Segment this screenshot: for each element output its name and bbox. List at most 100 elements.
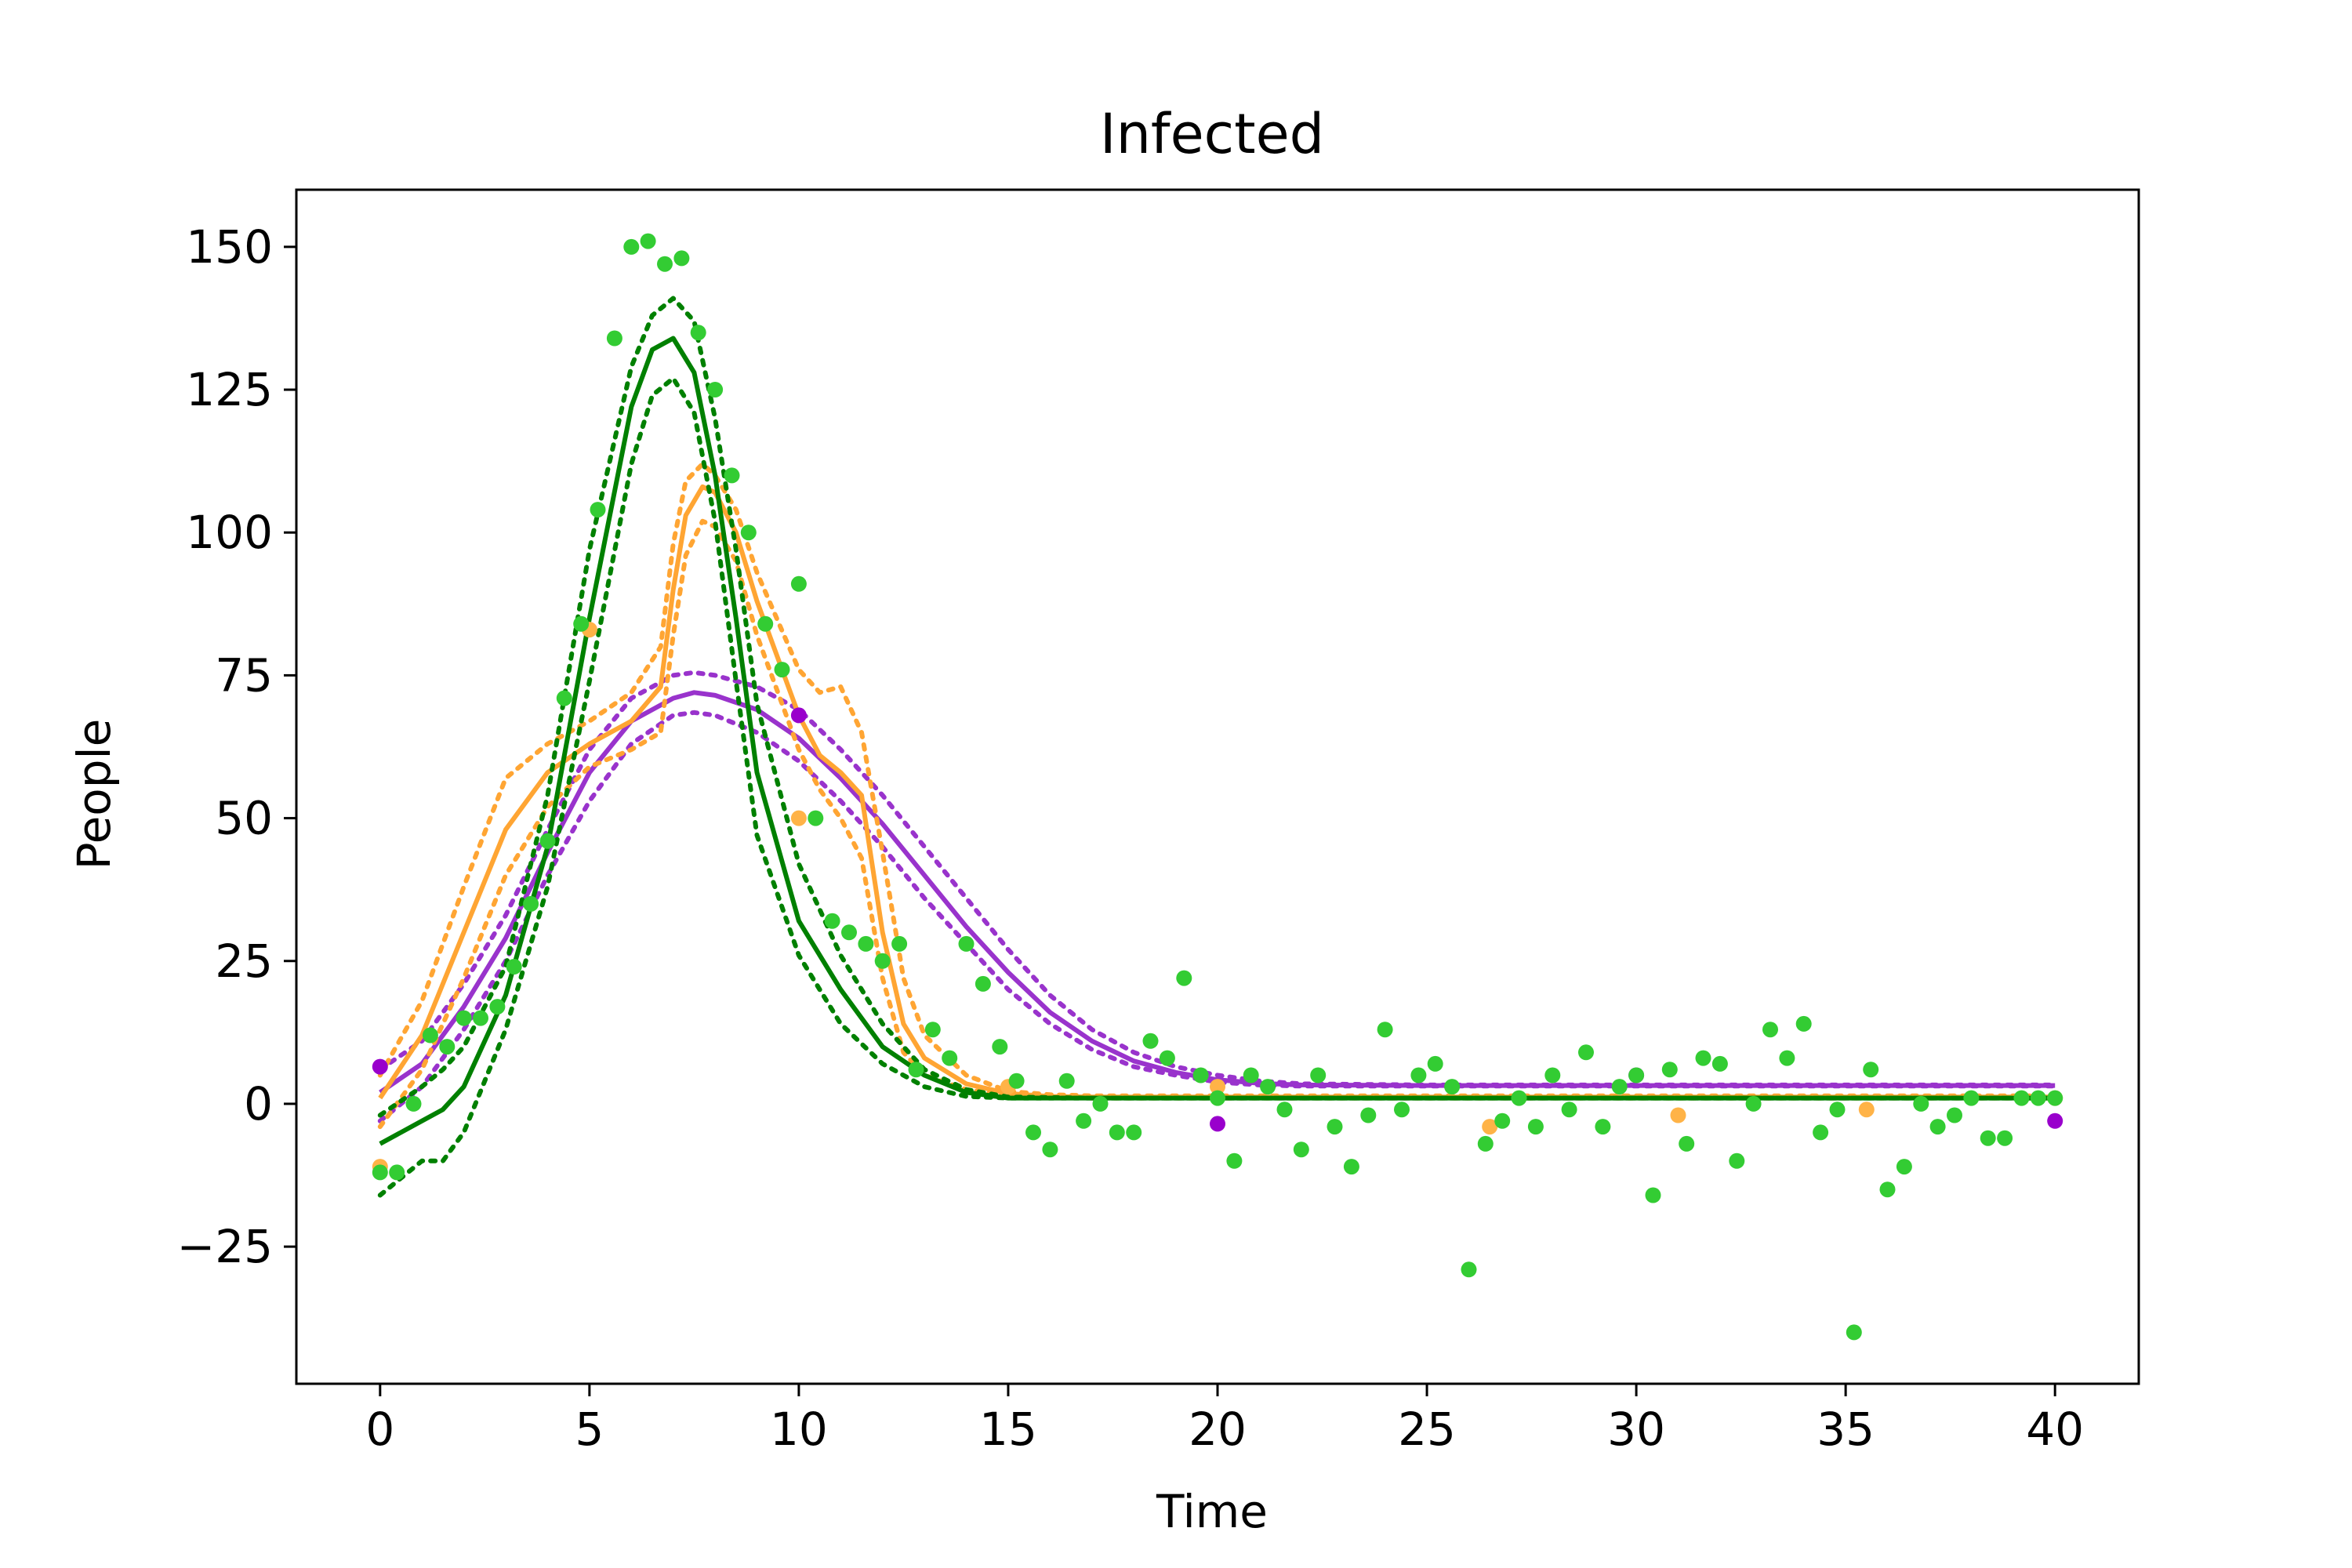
series-line-6 [377, 518, 2058, 1130]
series-line-5 [377, 461, 2058, 1098]
scatter-point-3-57 [1310, 1067, 1327, 1083]
scatter-point-3-98 [1997, 1130, 2013, 1146]
scatter-point-3-75 [1611, 1079, 1628, 1095]
scatter-point-3-37 [975, 975, 991, 992]
scatter-point-3-21 [707, 382, 724, 397]
scatter-point-3-34 [924, 1022, 941, 1038]
scatter-point-3-100 [2030, 1090, 2046, 1106]
scatter-point-3-49 [1176, 970, 1192, 986]
scatter-point-3-41 [1042, 1142, 1058, 1158]
y-tick-label: 100 [186, 506, 273, 559]
scatter-point-3-8 [489, 999, 506, 1015]
scatter-point-3-52 [1226, 1152, 1243, 1169]
x-tick-label: 30 [1607, 1403, 1665, 1456]
scatter-point-3-65 [1444, 1079, 1461, 1095]
scatter-point-3-6 [456, 1010, 472, 1026]
scatter-point-3-46 [1126, 1124, 1142, 1141]
scatter-point-3-26 [790, 575, 807, 592]
scatter-point-2-7 [1670, 1107, 1686, 1123]
scatter-point-3-55 [1276, 1102, 1293, 1118]
scatter-point-3-5 [439, 1039, 456, 1055]
scatter-point-3-64 [1427, 1055, 1443, 1072]
y-axis-ticks: −25 0 25 50 75 100 125 150 [177, 220, 296, 1273]
scatter-point-3-93 [1913, 1095, 1929, 1112]
scatter-point-3-2 [389, 1164, 405, 1181]
x-tick-label: 20 [1189, 1403, 1247, 1456]
scatter-point-3-18 [657, 256, 673, 272]
scatter-point-3-77 [1645, 1187, 1661, 1203]
x-tick-label: 10 [770, 1403, 828, 1456]
y-tick-label: 25 [215, 935, 273, 988]
series-layer [377, 296, 2058, 1198]
scatter-point-1-5 [2047, 1112, 2063, 1129]
scatter-point-3-30 [858, 935, 874, 952]
plot-area [295, 188, 2140, 1385]
scatter-point-3-50 [1192, 1067, 1209, 1083]
scatter-point-3-20 [690, 325, 706, 341]
scatter-point-2-5 [1210, 1079, 1225, 1095]
scatter-point-3-1 [372, 1164, 388, 1181]
scatter-point-3-3 [405, 1095, 422, 1112]
scatter-point-3-35 [942, 1050, 958, 1066]
y-tick-label: −25 [177, 1220, 273, 1273]
y-tick-label: 0 [244, 1077, 273, 1131]
scatter-point-3-80 [1695, 1050, 1711, 1066]
scatter-point-3-95 [1947, 1107, 1962, 1123]
scatter-point-3-85 [1779, 1050, 1795, 1066]
scatter-point-3-56 [1293, 1142, 1309, 1158]
scatter-point-3-87 [1813, 1124, 1829, 1141]
scatter-point-3-10 [523, 895, 539, 912]
scatter-point-3-61 [1377, 1022, 1393, 1038]
scatter-point-2-8 [1858, 1102, 1875, 1118]
scatter-point-3-94 [1929, 1119, 1946, 1135]
scatter-point-3-14 [590, 502, 606, 518]
scatter-point-3-81 [1711, 1055, 1728, 1072]
scatter-point-3-29 [841, 924, 857, 941]
scatter-point-3-60 [1360, 1107, 1377, 1123]
scatter-point-3-11 [539, 833, 556, 849]
scatter-point-3-89 [1846, 1324, 1862, 1341]
scatter-point-3-45 [1109, 1124, 1125, 1141]
y-tick-label: 75 [215, 648, 273, 702]
scatter-point-3-58 [1327, 1119, 1343, 1135]
scatter-point-3-40 [1025, 1124, 1041, 1141]
scatter-point-3-101 [2047, 1090, 2063, 1106]
series-line-3 [377, 710, 2058, 1123]
x-tick-label: 40 [2026, 1403, 2084, 1456]
scatter-point-3-42 [1058, 1073, 1075, 1089]
scatter-point-3-4 [422, 1027, 438, 1044]
scatter-point-3-13 [573, 615, 590, 632]
scatter-point-3-91 [1879, 1181, 1896, 1198]
scatter-point-3-7 [473, 1010, 488, 1026]
scatter-point-3-63 [1410, 1067, 1427, 1083]
scatter-layer [372, 233, 2063, 1341]
scatter-point-2-6 [1482, 1119, 1498, 1135]
scatter-point-3-82 [1729, 1152, 1745, 1169]
scatter-point-3-15 [606, 330, 622, 347]
y-tick-label: 150 [186, 220, 273, 274]
scatter-point-3-19 [673, 250, 690, 267]
scatter-point-3-71 [1544, 1067, 1561, 1083]
scatter-point-3-23 [740, 524, 757, 541]
scatter-point-3-72 [1561, 1102, 1577, 1118]
scatter-point-3-25 [774, 662, 790, 678]
scatter-point-3-97 [1980, 1130, 1996, 1146]
scatter-point-3-90 [1863, 1062, 1879, 1078]
scatter-point-3-59 [1343, 1159, 1359, 1175]
scatter-point-2-3 [790, 810, 807, 826]
scatter-point-3-76 [1628, 1067, 1645, 1083]
scatter-point-3-39 [1008, 1073, 1025, 1089]
scatter-point-1-1 [372, 1058, 388, 1075]
scatter-point-3-99 [2013, 1090, 2030, 1106]
scatter-point-3-43 [1076, 1112, 1092, 1129]
series-line-8 [377, 296, 2058, 1118]
scatter-point-3-54 [1260, 1079, 1276, 1095]
series-line-9 [377, 376, 2058, 1198]
chart-title: Infected [1100, 102, 1324, 166]
scatter-point-3-47 [1142, 1033, 1159, 1049]
scatter-point-3-16 [623, 238, 640, 255]
scatter-point-3-96 [1963, 1090, 1980, 1106]
x-tick-label: 0 [365, 1403, 394, 1456]
y-axis-label: People [67, 719, 121, 870]
